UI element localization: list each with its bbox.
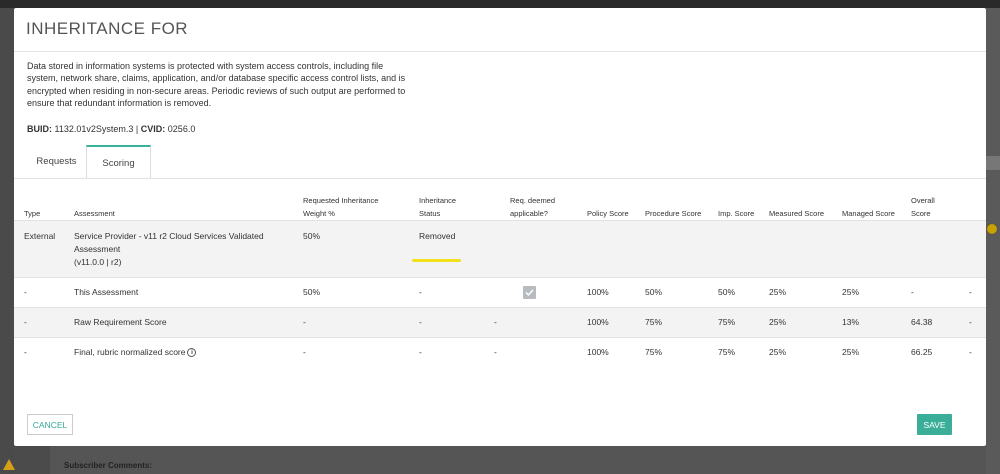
raw-type: - [24,317,27,327]
header-applicable: Req. deemed applicable? [510,195,555,220]
modal-title: INHERITANCE FOR [26,19,189,38]
header-status: Inheritance Status [419,195,456,220]
raw-status: - [419,317,422,327]
background-left-strip [0,8,14,474]
this-procedure: 50% [645,287,663,297]
inheritance-modal: INHERITANCE FOR Data stored in informati… [14,8,986,446]
external-assessment-version: (v11.0.0 | r2) [74,257,122,267]
final-overall: 66.25 [911,347,933,357]
final-weight: - [303,347,306,357]
raw-measured: 25% [769,317,787,327]
requirement-description: Data stored in information systems is pr… [27,61,406,109]
final-policy: 100% [587,347,609,357]
header-overall-line2: Score [911,208,931,218]
raw-imp: 75% [718,317,736,327]
save-button[interactable]: SAVE [917,414,952,435]
info-icon[interactable]: i [187,348,197,358]
scoring-table-header: Type Assessment Requested Inheritance We… [14,188,986,228]
this-overall: - [911,287,914,297]
external-type: External [24,231,56,241]
header-type: Type [24,209,41,218]
external-assessment-line1: Service Provider - v11 r2 Cloud Services… [74,231,264,241]
header-imp-score: Imp. Score [718,209,755,218]
tab-scoring[interactable]: Scoring [86,145,151,179]
table-row-this-assessment: - This Assessment 50% - 100% 50% 50% 25%… [14,277,986,307]
cvid-label: CVID: [140,124,166,134]
this-status: - [419,287,422,297]
background-dropdown [986,156,1000,170]
background-status-icon [986,223,998,235]
table-row-external: External Service Provider - v11 r2 Cloud… [14,220,986,277]
this-imp: 50% [718,287,736,297]
final-applicable: - [494,347,497,357]
warning-icon [3,459,15,470]
cancel-button[interactable]: CANCEL [27,414,73,435]
table-row-final-score: - Final, rubric normalized score i - - - … [14,337,986,367]
identifier-line: BUID: 1132.01v2System.3 | CVID: 0256.0 [27,124,195,134]
raw-applicable: - [494,317,497,327]
tab-requests[interactable]: Requests [36,156,77,167]
tabs-underline [14,178,986,179]
this-measured: 25% [769,287,787,297]
this-managed: 25% [842,287,860,297]
id-separator: | [135,124,139,134]
background-top-bar [0,0,1000,8]
header-procedure-score: Procedure Score [645,209,702,218]
background-comments-panel [50,446,986,474]
background-right-strip [986,8,1000,474]
raw-overall: 64.38 [911,317,933,327]
raw-weight: - [303,317,306,327]
final-imp: 75% [718,347,736,357]
external-status: Removed [419,231,456,241]
this-policy: 100% [587,287,609,297]
header-applicable-line2: applicable? [510,208,548,218]
header-applicable-line1: Req. deemed [510,196,556,205]
header-measured-score: Measured Score [769,209,825,218]
header-overall-line1: Overall [911,196,935,205]
final-extra: - [969,347,972,357]
header-managed-score: Managed Score [842,209,895,218]
this-type: - [24,287,27,297]
external-assessment: Service Provider - v11 r2 Cloud Services… [74,230,294,269]
buid-value: 1132.01v2System.3 [54,124,134,134]
highlight-underline [412,259,461,262]
header-weight: Requested Inheritance Weight % [303,195,378,220]
final-managed: 25% [842,347,860,357]
final-status: - [419,347,422,357]
raw-extra: - [969,317,972,327]
this-weight: 50% [303,287,321,297]
final-procedure: 75% [645,347,663,357]
buid-label: BUID: [27,124,52,134]
modal-tabs: Requests Scoring [27,145,986,179]
header-overall-score: Overall Score [911,195,935,220]
final-measured: 25% [769,347,787,357]
checkmark-icon [525,289,534,297]
cvid-value: 0256.0 [167,124,196,134]
raw-procedure: 75% [645,317,663,327]
raw-policy: 100% [587,317,609,327]
header-assessment: Assessment [74,209,115,218]
header-status-line2: Status [419,208,441,218]
header-weight-line2: Weight % [303,208,335,218]
applicable-checkbox[interactable] [523,286,536,299]
table-row-raw-score: - Raw Requirement Score - - - 100% 75% 7… [14,307,986,337]
header-weight-line1: Requested Inheritance [303,196,379,205]
background-comments-label: Subscriber Comments: [64,461,153,470]
final-type: - [24,347,27,357]
external-assessment-line2: Assessment [74,244,121,254]
final-assessment: Final, rubric normalized score i [74,346,197,359]
header-status-line1: Inheritance [419,196,457,205]
external-weight: 50% [303,231,321,241]
title-divider [14,51,986,52]
final-assessment-label: Final, rubric normalized score [74,347,186,357]
raw-assessment: Raw Requirement Score [74,317,167,327]
this-extra: - [969,287,972,297]
this-assessment: This Assessment [74,287,139,297]
header-policy-score: Policy Score [587,209,629,218]
raw-managed: 13% [842,317,860,327]
